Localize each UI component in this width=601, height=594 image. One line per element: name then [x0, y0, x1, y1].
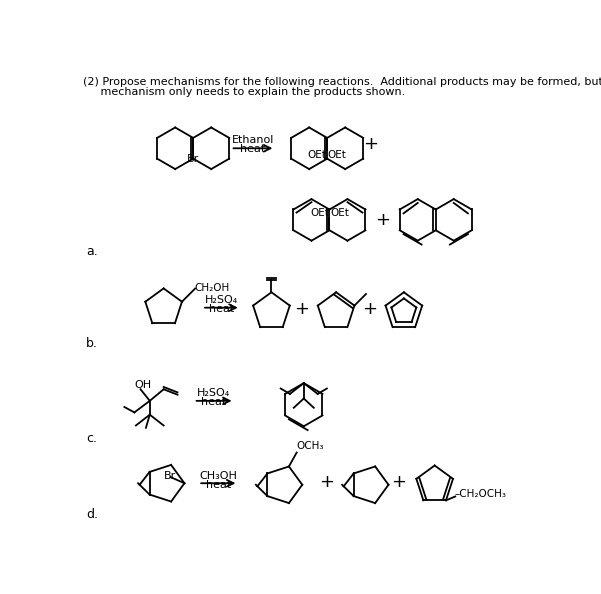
Text: heat: heat: [201, 397, 227, 407]
Text: heat: heat: [209, 304, 234, 314]
Text: c.: c.: [86, 432, 97, 445]
Text: +: +: [294, 300, 309, 318]
Text: a.: a.: [86, 245, 97, 258]
Text: Br: Br: [163, 470, 176, 481]
Text: H₂SO₄: H₂SO₄: [205, 295, 238, 305]
Text: +: +: [362, 300, 377, 318]
Text: –CH₂OCH₃: –CH₂OCH₃: [454, 489, 507, 499]
Text: OEt: OEt: [310, 208, 329, 219]
Text: +: +: [363, 135, 378, 153]
Text: OEt: OEt: [328, 150, 347, 160]
Text: OEt: OEt: [330, 208, 349, 219]
Text: CH₂OH: CH₂OH: [194, 283, 230, 293]
Text: mechanism only needs to explain the products shown.: mechanism only needs to explain the prod…: [83, 87, 405, 97]
Text: +: +: [319, 473, 334, 491]
Text: +: +: [391, 473, 406, 491]
Text: heat: heat: [206, 480, 231, 490]
Text: +: +: [375, 211, 390, 229]
Text: b.: b.: [86, 337, 98, 350]
Text: Br: Br: [187, 154, 200, 164]
Text: H₂SO₄: H₂SO₄: [197, 388, 230, 398]
Text: CH₃OH: CH₃OH: [200, 470, 237, 481]
Text: OH: OH: [135, 380, 151, 390]
Text: OEt: OEt: [308, 150, 326, 160]
Text: heat: heat: [240, 144, 266, 154]
Text: OCH₃: OCH₃: [297, 441, 324, 451]
Text: Ethanol: Ethanol: [232, 135, 274, 145]
Text: (2) Propose mechanisms for the following reactions.  Additional products may be : (2) Propose mechanisms for the following…: [83, 77, 601, 87]
Text: d.: d.: [86, 508, 98, 521]
